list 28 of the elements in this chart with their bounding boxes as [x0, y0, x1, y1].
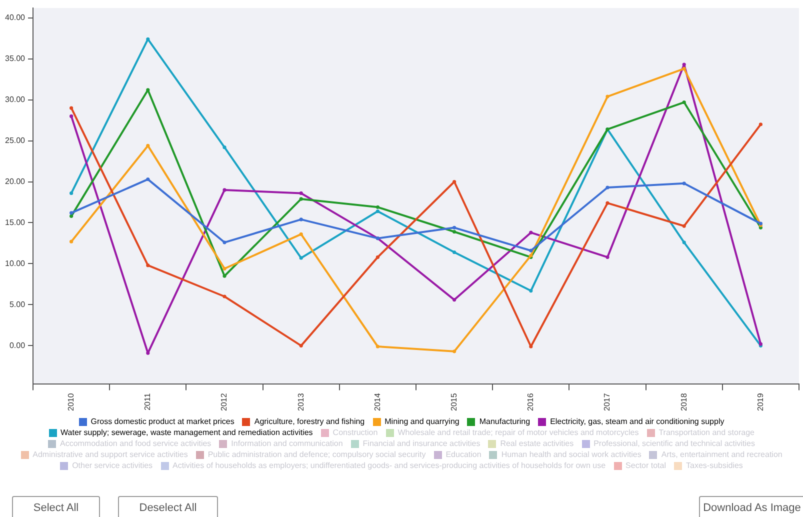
- y-tick-label: 25.00: [4, 136, 26, 145]
- x-tick-label: 2016: [526, 392, 536, 411]
- x-tick-label: 2015: [450, 392, 459, 411]
- x-tick-label: 2018: [679, 392, 688, 411]
- x-tick-label: 2013: [296, 392, 306, 411]
- button: Download As Image: [699, 496, 803, 517]
- legend-label: Water supply; sewerage, waste management and remediation activities: [60, 427, 313, 438]
- legend-label: Manufacturing: [479, 416, 530, 427]
- y-tick-label: 5.00: [9, 300, 26, 309]
- y-tick-label: 15.00: [4, 218, 26, 227]
- x-tick-label: 2011: [143, 392, 152, 410]
- y-tick-label: 40.00: [4, 13, 26, 22]
- x-tick-label: 2014: [372, 392, 382, 411]
- legend-label: Gross domestic product at market prices: [90, 416, 234, 427]
- x-tick-label: 2012: [220, 392, 229, 411]
- y-tick-label: 20.00: [4, 176, 26, 186]
- y-tick-label: 10.00: [4, 258, 26, 268]
- legend-label: Agriculture, forestry and fishing: [254, 416, 365, 427]
- x-tick-label: 2010: [66, 392, 76, 411]
- y-tick-label: 0.00: [9, 340, 26, 350]
- button: Deselect All: [118, 496, 218, 517]
- legend-label: Mining and quarrying: [384, 416, 460, 427]
- legend-label: Electricity, gas, steam and air conditioning supply: [550, 416, 724, 427]
- button: Select All: [12, 496, 100, 517]
- x-tick-label: 2017: [602, 392, 612, 411]
- x-tick-label: 2019: [756, 392, 765, 411]
- y-tick-label: 30.00: [4, 95, 26, 104]
- y-tick-label: 35.00: [4, 54, 26, 64]
